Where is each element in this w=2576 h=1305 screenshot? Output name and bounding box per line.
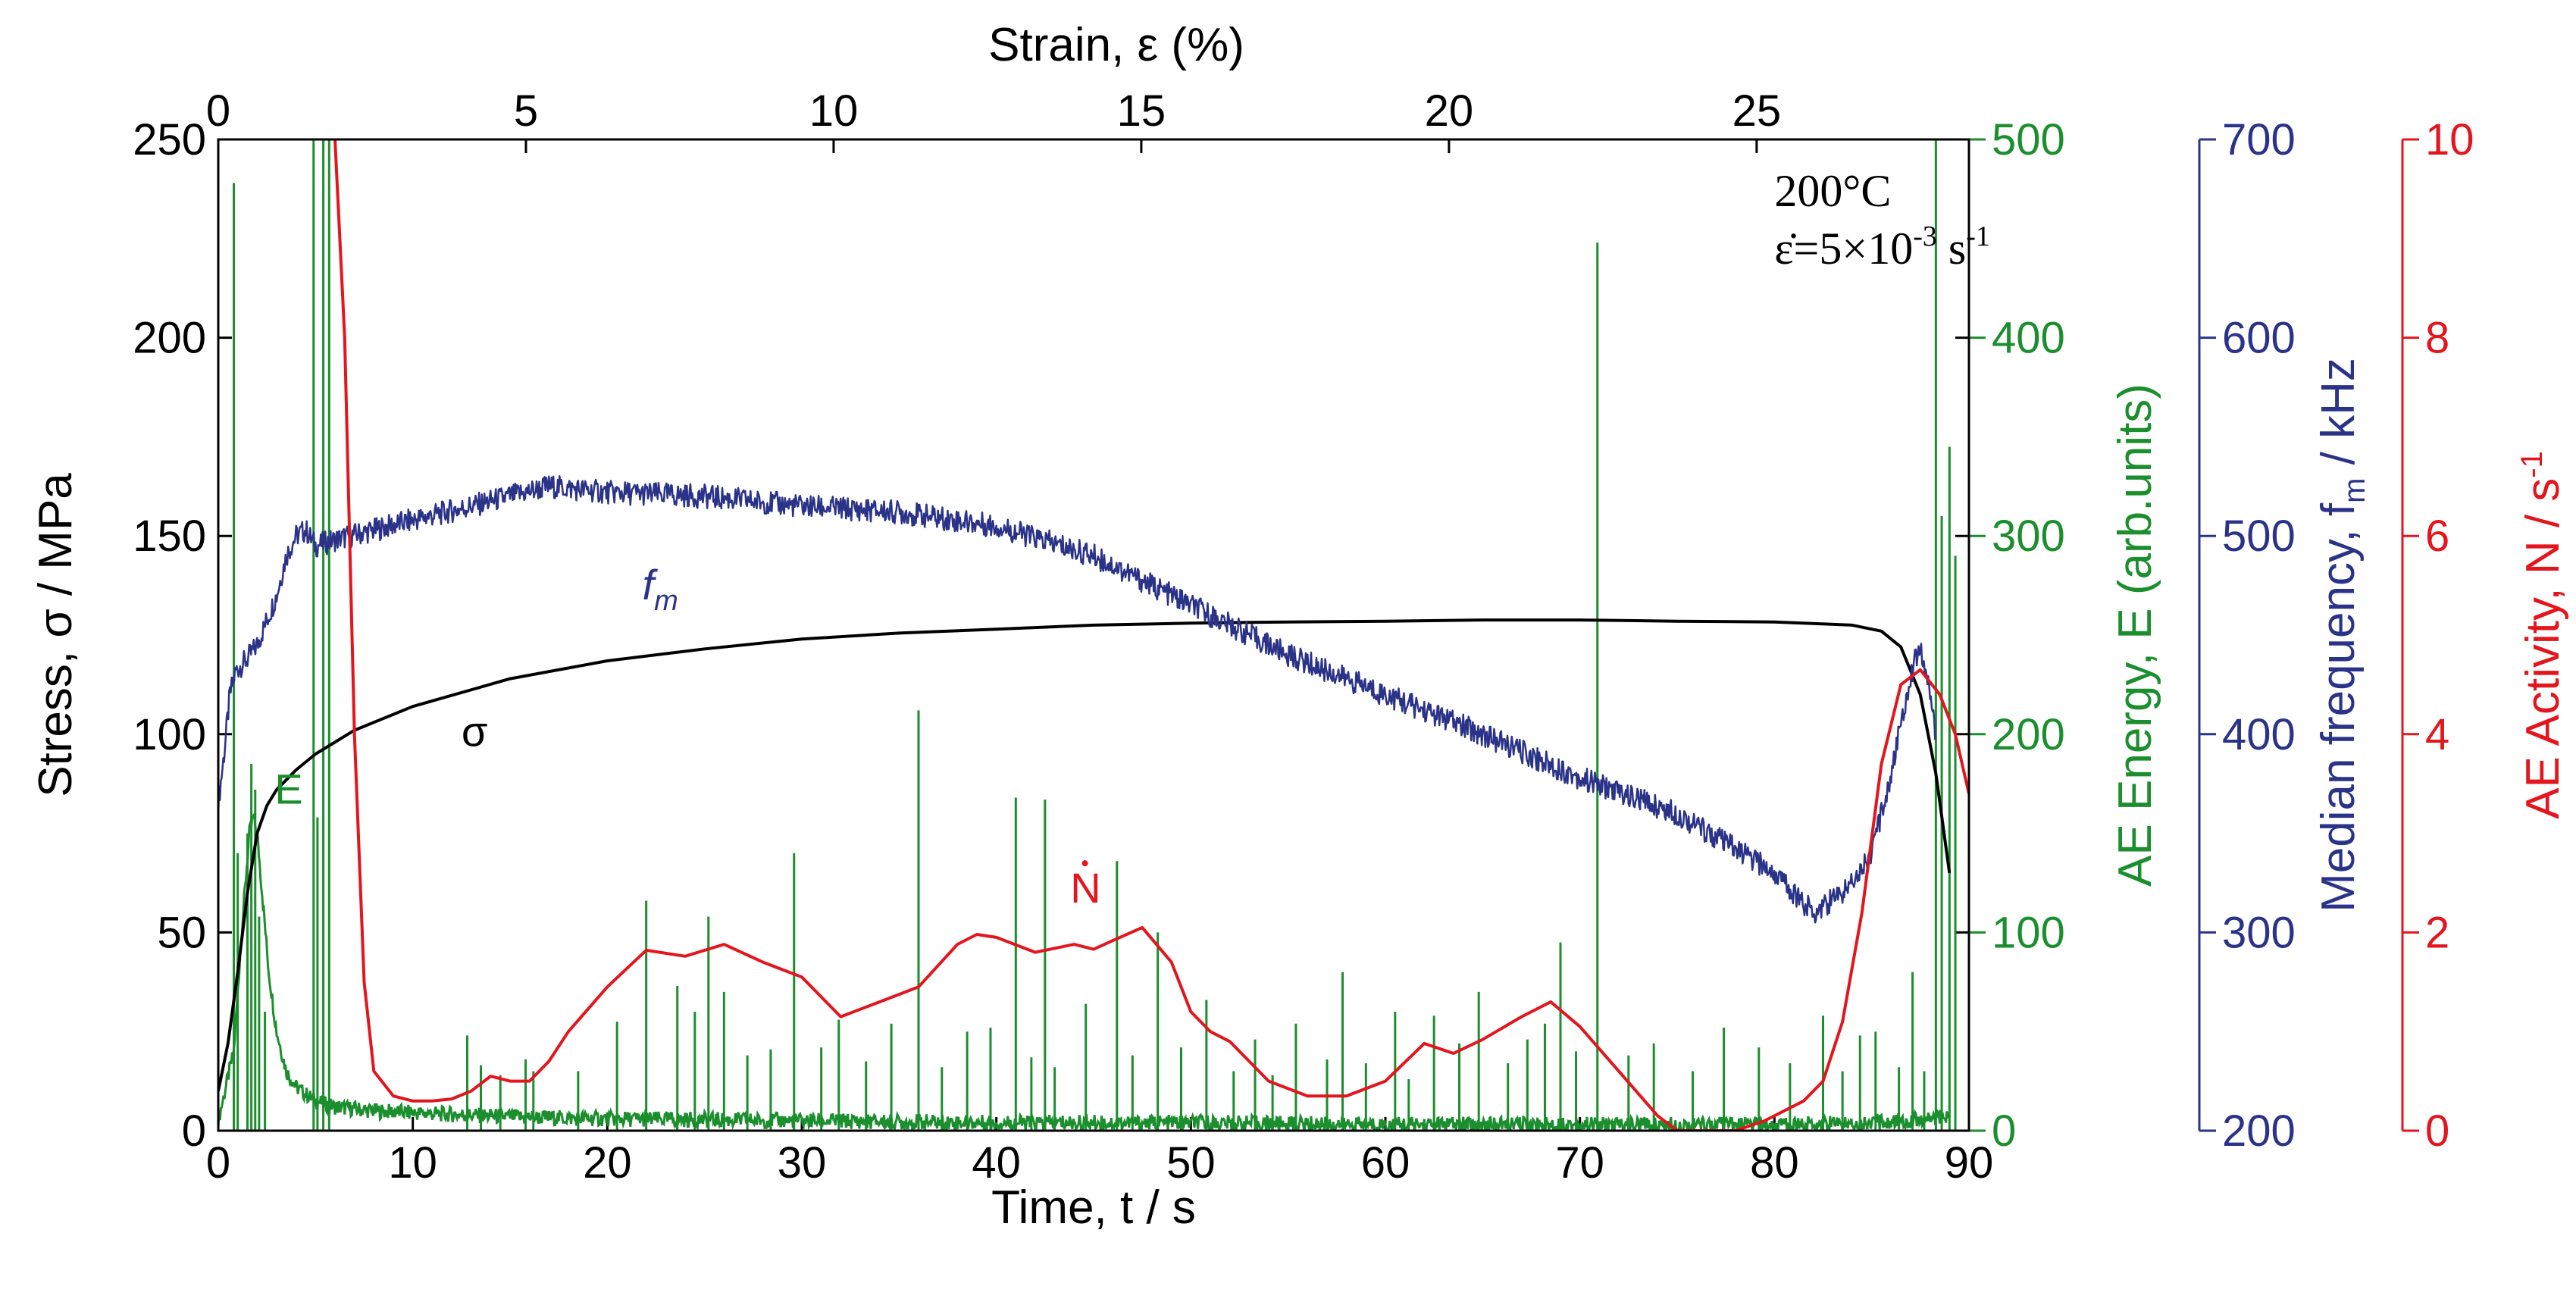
line-series — [218, 139, 1969, 1131]
time-tick-label: 50 — [1166, 1138, 1216, 1188]
energy-tick-label: 500 — [1992, 115, 2065, 164]
stress-tick-label: 0 — [182, 1106, 206, 1156]
strain-rate-unit-exp: -1 — [1966, 221, 1990, 252]
energy-series-label: E — [274, 765, 302, 812]
time-tick-label: 60 — [1361, 1138, 1410, 1188]
stress-tick-label: 150 — [133, 512, 206, 561]
frequency-tick-label: 300 — [2222, 908, 2296, 957]
stress-tick-label: 250 — [133, 115, 206, 164]
energy-series — [218, 139, 1957, 1131]
frequency-tick-label: 700 — [2222, 115, 2296, 164]
strain-rate-annotation: ε̇=5×10-3 s-1 — [1774, 221, 1990, 274]
stress-tick-label: 200 — [133, 314, 206, 363]
activity-series-label: N — [1070, 864, 1100, 912]
strain-axis: 0 5 10 15 20 25 — [206, 86, 1781, 153]
sigma-series-label: σ — [462, 707, 488, 755]
activity-axis-title-suffix: / s — [2517, 478, 2569, 541]
frequency-axis-title-suffix: / kHz — [2312, 358, 2365, 477]
time-tick-label: 90 — [1945, 1138, 1994, 1188]
frequency-tick-label: 600 — [2222, 314, 2296, 363]
activity-line — [333, 139, 1969, 1131]
activity-tick-label: 8 — [2425, 314, 2449, 363]
time-tick-label: 0 — [206, 1138, 230, 1188]
activity-axis: 0 2 4 6 8 10 — [2401, 115, 2474, 1156]
time-tick-label: 10 — [388, 1138, 437, 1188]
time-axis: 0 10 20 30 40 50 60 70 80 90 — [206, 1117, 1993, 1188]
strain-rate-unit: s — [1937, 224, 1966, 274]
strain-tick-label: 10 — [809, 86, 859, 136]
activity-label-dot — [1081, 860, 1088, 867]
frequency-axis: 200 300 400 500 600 700 — [2198, 115, 2296, 1156]
time-tick-label: 70 — [1555, 1138, 1604, 1188]
frequency-axis-title: Median frequency, fm / kHz — [2312, 358, 2371, 912]
stress-line — [218, 618, 1952, 1092]
energy-axis-title: AE Energy, E (arb.units) — [2109, 383, 2161, 887]
temperature-annotation: 200°C — [1774, 166, 1891, 216]
frequency-tick-label: 400 — [2222, 710, 2296, 759]
time-tick-label: 80 — [1750, 1138, 1799, 1188]
frequency-axis-title-prefix: Median frequency, f — [2312, 502, 2365, 912]
stress-tick-label: 50 — [157, 908, 206, 957]
median-frequency-line — [218, 475, 1936, 924]
activity-tick-label: 4 — [2425, 710, 2449, 759]
strain-axis-title: Strain, ε (%) — [988, 19, 1244, 71]
stress-axis-title: Stress, σ / MPa — [30, 473, 82, 797]
time-tick-label: 40 — [972, 1138, 1021, 1188]
activity-axis-title-prefix: AE Activity, — [2517, 574, 2569, 819]
strain-tick-label: 15 — [1117, 86, 1166, 136]
activity-tick-label: 0 — [2425, 1106, 2449, 1156]
strain-rate-prefix: ε̇=5×10 — [1774, 224, 1913, 274]
fm-series-label-sub: m — [654, 585, 678, 617]
activity-tick-label: 2 — [2425, 908, 2449, 957]
frequency-tick-label: 500 — [2222, 512, 2296, 561]
energy-tick-label: 200 — [1992, 710, 2065, 759]
activity-tick-label: 10 — [2425, 115, 2474, 164]
time-tick-label: 20 — [583, 1138, 632, 1188]
energy-axis: 0 100 200 300 400 500 — [1967, 115, 2065, 1156]
fm-series-label: fm — [643, 561, 678, 617]
energy-tick-label: 400 — [1992, 314, 2065, 363]
activity-axis-title-group: AE Activity, N / s-1 — [2515, 451, 2569, 819]
frequency-tick-label: 200 — [2222, 1106, 2296, 1156]
activity-axis-title-exp: -1 — [2515, 451, 2549, 478]
stress-tick-label: 100 — [133, 710, 206, 759]
time-axis-title: Time, t / s — [991, 1181, 1196, 1234]
strain-rate-exp: -3 — [1913, 221, 1937, 252]
energy-tick-label: 300 — [1992, 512, 2065, 561]
frequency-axis-title-sub: m — [2338, 478, 2371, 503]
activity-axis-title: AE Activity, N / s-1 — [2515, 451, 2569, 819]
strain-tick-label: 0 — [206, 86, 230, 136]
activity-axis-title-n: N — [2517, 540, 2569, 574]
plot-frame — [217, 138, 1970, 1132]
strain-tick-label: 25 — [1732, 86, 1782, 136]
strain-tick-label: 20 — [1425, 86, 1474, 136]
stress-axis: 0 50 100 150 200 250 — [133, 115, 1969, 1156]
strain-tick-label: 5 — [514, 86, 538, 136]
energy-tick-label: 0 — [1992, 1106, 2016, 1156]
time-tick-label: 30 — [778, 1138, 827, 1188]
plot-area — [218, 139, 1969, 1131]
energy-tick-label: 100 — [1992, 908, 2065, 957]
activity-tick-label: 6 — [2425, 512, 2449, 561]
